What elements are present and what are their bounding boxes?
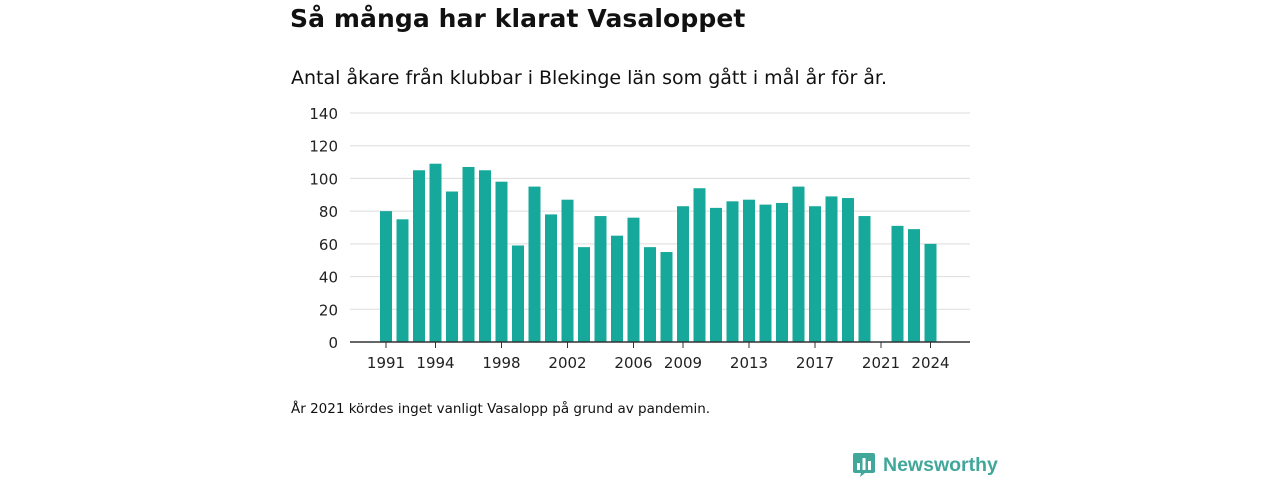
x-tick-label: 2013 bbox=[730, 354, 768, 372]
bar bbox=[858, 216, 871, 342]
bar bbox=[825, 196, 838, 342]
x-tick-label: 2009 bbox=[664, 354, 702, 372]
chart-title: Så många har klarat Vasaloppet bbox=[290, 4, 746, 33]
bar bbox=[528, 186, 541, 342]
bar bbox=[677, 206, 689, 342]
y-axis-tick-labels: 0 20 40 60 80 100 120 140 bbox=[309, 105, 338, 352]
chart-subtitle: Antal åkare från klubbar i Blekinge län … bbox=[291, 67, 888, 89]
newsworthy-logo-icon bbox=[853, 453, 875, 477]
gridlines bbox=[350, 112, 970, 310]
bar bbox=[545, 214, 557, 342]
bar bbox=[842, 198, 854, 342]
bar bbox=[627, 217, 640, 342]
y-tick-label: 0 bbox=[328, 334, 338, 352]
bar bbox=[479, 170, 491, 342]
bar bbox=[743, 199, 755, 342]
bar bbox=[561, 199, 574, 342]
bar bbox=[594, 216, 607, 342]
bar bbox=[693, 188, 706, 342]
bar bbox=[644, 247, 656, 342]
bar bbox=[611, 235, 623, 342]
bar bbox=[924, 243, 937, 342]
brand-name: Newsworthy bbox=[883, 453, 998, 476]
bar bbox=[776, 202, 788, 342]
bar bbox=[380, 211, 392, 342]
newsworthy-logo: Newsworthy bbox=[852, 452, 998, 478]
bar bbox=[446, 191, 458, 342]
y-tick-label: 40 bbox=[319, 269, 338, 287]
bar bbox=[495, 181, 508, 342]
x-tick-label: 2006 bbox=[614, 354, 652, 372]
bar bbox=[792, 186, 805, 342]
x-tick-label: 1998 bbox=[482, 354, 520, 372]
bar-chart: 0 20 40 60 80 100 120 140 1991 1994 1998 2002 2006 2… bbox=[309, 105, 970, 372]
y-tick-label: 100 bbox=[309, 170, 338, 188]
bar bbox=[578, 247, 590, 342]
bar bbox=[512, 245, 524, 342]
x-tick-label: 2024 bbox=[911, 354, 949, 372]
x-axis-ticks: 1991 1994 1998 2002 2006 2009 2013 2017 2021 2024 bbox=[367, 342, 950, 372]
y-tick-label: 20 bbox=[319, 301, 338, 319]
bar bbox=[429, 163, 442, 342]
bars bbox=[380, 163, 937, 342]
footnote: År 2021 kördes inget vanligt Vasalopp på… bbox=[291, 401, 711, 417]
y-tick-label: 120 bbox=[309, 138, 338, 156]
bar bbox=[660, 252, 673, 342]
bar bbox=[396, 219, 409, 342]
bar bbox=[891, 225, 904, 342]
bar bbox=[710, 207, 722, 342]
bar bbox=[809, 206, 821, 342]
x-tick-label: 2017 bbox=[796, 354, 834, 372]
x-tick-label: 2002 bbox=[548, 354, 586, 372]
y-tick-label: 80 bbox=[319, 203, 338, 221]
x-tick-label: 1994 bbox=[416, 354, 454, 372]
y-tick-label: 140 bbox=[309, 105, 338, 123]
x-tick-label: 1991 bbox=[367, 354, 405, 372]
bar bbox=[908, 229, 920, 342]
x-tick-label: 2021 bbox=[862, 354, 900, 372]
bar bbox=[413, 170, 425, 342]
bar bbox=[726, 201, 739, 342]
y-tick-label: 60 bbox=[319, 236, 338, 254]
bar bbox=[759, 204, 772, 342]
bar bbox=[462, 166, 475, 342]
